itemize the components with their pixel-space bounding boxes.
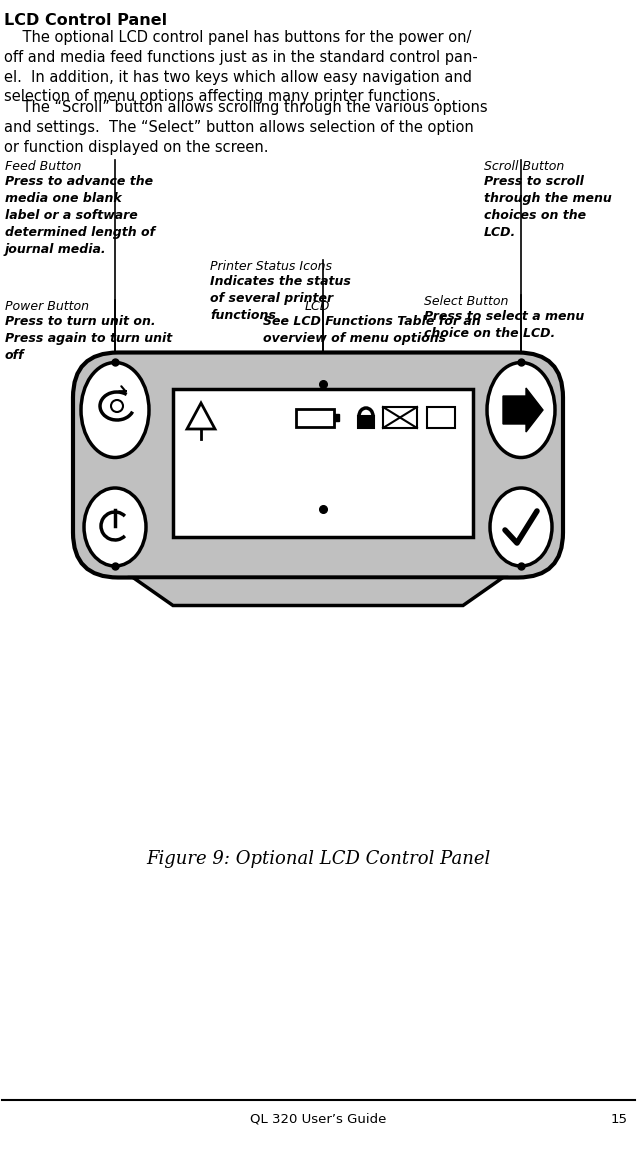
- Text: Press to turn unit on.
Press again to turn unit
off: Press to turn unit on. Press again to tu…: [5, 315, 172, 362]
- Text: Feed Button: Feed Button: [5, 161, 82, 173]
- Ellipse shape: [81, 363, 149, 457]
- Text: Press to scroll
through the menu
choices on the
LCD.: Press to scroll through the menu choices…: [484, 176, 612, 239]
- Bar: [358, 416, 374, 429]
- Circle shape: [111, 400, 123, 412]
- Text: The “Scroll” button allows scrolling through the various options
and settings.  : The “Scroll” button allows scrolling thr…: [4, 100, 488, 155]
- Text: Indicates the status
of several printer
functions: Indicates the status of several printer …: [210, 275, 351, 322]
- Text: Press to select a menu
choice on the LCD.: Press to select a menu choice on the LCD…: [424, 310, 584, 340]
- Bar: [427, 407, 455, 429]
- Text: The optional LCD control panel has buttons for the power on/
off and media feed : The optional LCD control panel has butto…: [4, 30, 478, 104]
- Text: 15: 15: [611, 1113, 628, 1126]
- Text: QL 320 User’s Guide: QL 320 User’s Guide: [250, 1113, 386, 1126]
- Bar: [383, 407, 417, 429]
- Text: Figure 9: Optional LCD Control Panel: Figure 9: Optional LCD Control Panel: [146, 850, 490, 869]
- Text: Select Button: Select Button: [424, 295, 508, 308]
- Text: Printer Status Icons: Printer Status Icons: [210, 260, 332, 273]
- Text: Power Button: Power Button: [5, 300, 89, 313]
- FancyBboxPatch shape: [73, 352, 563, 578]
- Bar: [334, 413, 339, 422]
- Ellipse shape: [84, 489, 146, 566]
- Ellipse shape: [490, 489, 552, 566]
- Bar: [173, 389, 473, 537]
- Text: See LCD Functions Table for an
overview of menu options: See LCD Functions Table for an overview …: [263, 315, 481, 345]
- Bar: [296, 409, 334, 427]
- Ellipse shape: [487, 363, 555, 457]
- Text: LCD Control Panel: LCD Control Panel: [4, 13, 167, 28]
- Polygon shape: [133, 578, 503, 605]
- Text: LCD: LCD: [305, 300, 331, 313]
- Polygon shape: [503, 388, 543, 432]
- Text: Press to advance the
media one blank
label or a software
determined length of
jo: Press to advance the media one blank lab…: [5, 176, 155, 256]
- Text: Scroll Button: Scroll Button: [484, 161, 564, 173]
